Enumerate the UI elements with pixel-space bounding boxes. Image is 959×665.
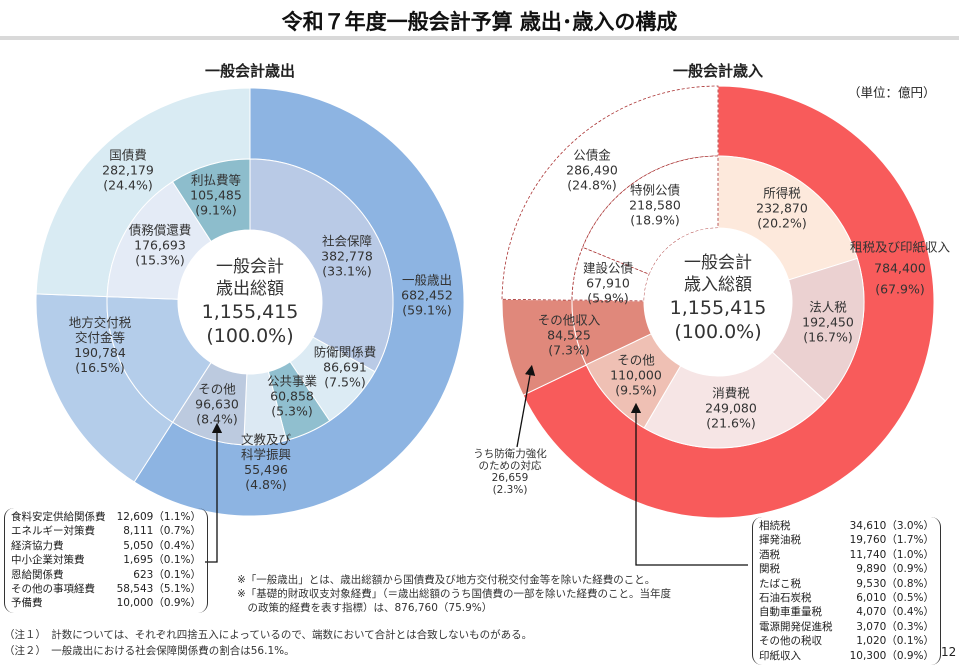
breakdown-value: 12,609（1.1%） [116,511,201,523]
breakdown-row: その他の事項経費 58,543（5.1%） [11,582,201,596]
breakdown-row: 自動車重量税 4,070（0.4%） [759,605,934,619]
breakdown-name: たばこ税 [759,577,801,590]
breakdown-name: 石油石炭税 [759,592,812,605]
leader-line-expenditure-other [205,422,223,563]
label-public-works: 公共事業 60,858 (5.3%) [266,373,318,419]
label-corporate-tax: 法人税 192,450 (16.7%) [802,299,854,345]
breakdown-value: 9,890（0.9%） [856,563,934,576]
donut-hole [178,230,322,374]
breakdown-value: 11,740（1.0%） [849,548,934,561]
tax-other-breakdown: 相続税 34,610（3.0%） 揮発油税 19,760（1.7%） 酒税 11,740（… [752,517,941,665]
breakdown-row: 印紙収入 10,300（0.9%） [759,649,934,663]
expenditure-donut [35,87,465,517]
breakdown-name: 揮発油税 [759,534,801,547]
revenue-chart-title: 一般会計歳入 [672,62,764,80]
label-other-revenue: その他収入 84,525 (7.3%) [537,312,601,358]
breakdown-row: エネルギー対策費 8,111（0.7%） [11,524,201,538]
label-construction-bonds: 建設公債 67,910 (5.9%) [582,260,634,306]
label-local-allocation: 地方交付税 交付金等 190,784 (16.5%) [68,315,132,375]
breakdown-value: 10,000（0.9%） [116,597,201,610]
expenditure-center-label: 一般会計 歳出総額 1,155,415 (100.0%) [201,257,299,347]
label-income-tax: 所得税 232,870 (20.2%) [756,185,808,231]
leader-line-defense [516,364,536,448]
label-bonds: 公債金 286,490 (24.8%) [566,147,618,193]
breakdown-row: 関税 9,890（0.9%） [759,562,934,576]
breakdown-value: 1,020（0.1%） [856,635,934,648]
breakdown-value: 58,543（5.1%） [116,583,201,596]
asterisk-note-1: ※「一般歳出」とは、歳出総額から国債費及び地方交付税交付金等を除いた経費のこと。 [237,574,656,586]
label-education-science: 文教及び 科学振興 55,496 (4.8%) [240,432,292,492]
breakdown-name: 食料安定供給関係費 [11,511,106,523]
page-number: 12 [941,645,957,659]
breakdown-value: 623（0.1%） [133,568,201,581]
breakdown-value: 10,300（0.9%） [849,649,934,662]
unit-label: （単位：億円） [848,85,936,100]
breakdown-value: 5,050（0.4%） [123,539,201,552]
breakdown-row: 恩給関係費 623（0.1%） [11,568,201,582]
leader-line-revenue-other [630,402,748,566]
expenditure-other-breakdown: 食料安定供給関係費 12,609（1.1%） エネルギー対策費 8,111（0.7%）… [4,508,208,613]
breakdown-row: 中小企業対策費 1,695（0.1%） [11,553,201,567]
breakdown-value: 3,070（0.3%） [856,620,934,633]
breakdown-row: 電源開発促進税 3,070（0.3%） [759,620,934,634]
breakdown-value: 34,610（3.0%） [849,520,934,532]
label-general-expenditure: 一般歳出 682,452 (59.1%) [401,272,453,318]
label-debt-service: 国債費 282,179 (24.4%) [102,147,154,193]
breakdown-name: 相続税 [759,520,791,532]
breakdown-value: 9,530（0.8%） [856,577,934,590]
breakdown-name: エネルギー対策費 [11,525,95,538]
breakdown-name: 中小企業対策費 [11,554,85,567]
breakdown-value: 1,695（0.1%） [123,554,201,567]
breakdown-row: 酒税 11,740（1.0%） [759,548,934,562]
revenue-donut [501,85,935,519]
breakdown-name: 印紙収入 [759,649,801,662]
note-1: （注１） 計数については、それぞれ四捨五入によっているので、端数において合計とは… [4,629,533,641]
label-tax-revenue: 租税及び印紙収入 784,400 (67.9%) [849,239,951,297]
breakdown-row: 食料安定供給関係費 12,609（1.1%） [11,510,201,524]
asterisk-note-2: ※「基礎的財政収支対象経費」（＝歳出総額のうち国債費の一部を除いた経費のこと。当… [237,588,672,600]
page-title: 令和７年度一般会計予算 歳出･歳入の構成 [281,10,678,34]
asterisk-note-3: の政策的経費を表す指標）は、876,760（75.9%） [237,602,493,614]
breakdown-row: たばこ税 9,530（0.8%） [759,577,934,591]
breakdown-row: 相続税 34,610（3.0%） [759,519,934,533]
breakdown-row: 石油石炭税 6,010（0.5%） [759,591,934,605]
breakdown-name: 関税 [759,563,780,576]
label-revenue-other: その他 110,000 (9.5%) [610,352,662,398]
label-defense-strengthening: うち防衛力強化 のための対応 26,659 (2.3%) [473,448,547,496]
breakdown-row: 予備費 10,000（0.9%） [11,596,201,610]
breakdown-name: その他の税収 [759,635,822,648]
breakdown-row: 揮発油税 19,760（1.7%） [759,533,934,547]
revenue-center-label: 一般会計 歳入総額 1,155,415 (100.0%) [669,253,767,343]
breakdown-name: 電源開発促進税 [759,620,833,633]
inner-slice-建設公債 [571,246,650,302]
title-divider [0,36,959,40]
breakdown-value: 19,760（1.7%） [849,534,934,547]
label-deficit-bonds: 特例公債 218,580 (18.9%) [629,182,681,228]
label-interest: 利払費等 105,485 (9.1%) [190,172,242,218]
label-consumption-tax: 消費税 249,080 (21.6%) [705,385,757,431]
label-social-security: 社会保障 382,778 (33.1%) [321,233,373,279]
breakdown-value: 4,070（0.4%） [856,606,934,619]
breakdown-value: 8,111（0.7%） [123,525,201,538]
breakdown-name: 酒税 [759,548,780,561]
breakdown-name: その他の事項経費 [11,583,95,596]
breakdown-name: 予備費 [11,597,43,610]
label-expenditure-other: その他 96,630 (8.4%) [195,381,239,427]
inner-slice-特例公債 [582,155,719,275]
breakdown-name: 経済協力費 [11,539,64,552]
label-defense: 防衛関係費 86,691 (7.5%) [313,344,377,390]
breakdown-value: 6,010（0.5%） [856,592,934,605]
breakdown-name: 自動車重量税 [759,606,822,619]
outer-slice-公債金 [501,85,719,301]
breakdown-row: その他の税収 1,020（0.1%） [759,634,934,648]
donut-hole [644,228,792,376]
breakdown-row: 経済協力費 5,050（0.4%） [11,539,201,553]
note-2: （注２） 一般歳出における社会保障関係費の割合は56.1%。 [4,645,295,657]
breakdown-name: 恩給関係費 [11,568,64,581]
expenditure-chart-title: 一般会計歳出 [204,62,296,80]
label-debt-redemption: 債務償還費 176,693 (15.3%) [128,222,192,268]
